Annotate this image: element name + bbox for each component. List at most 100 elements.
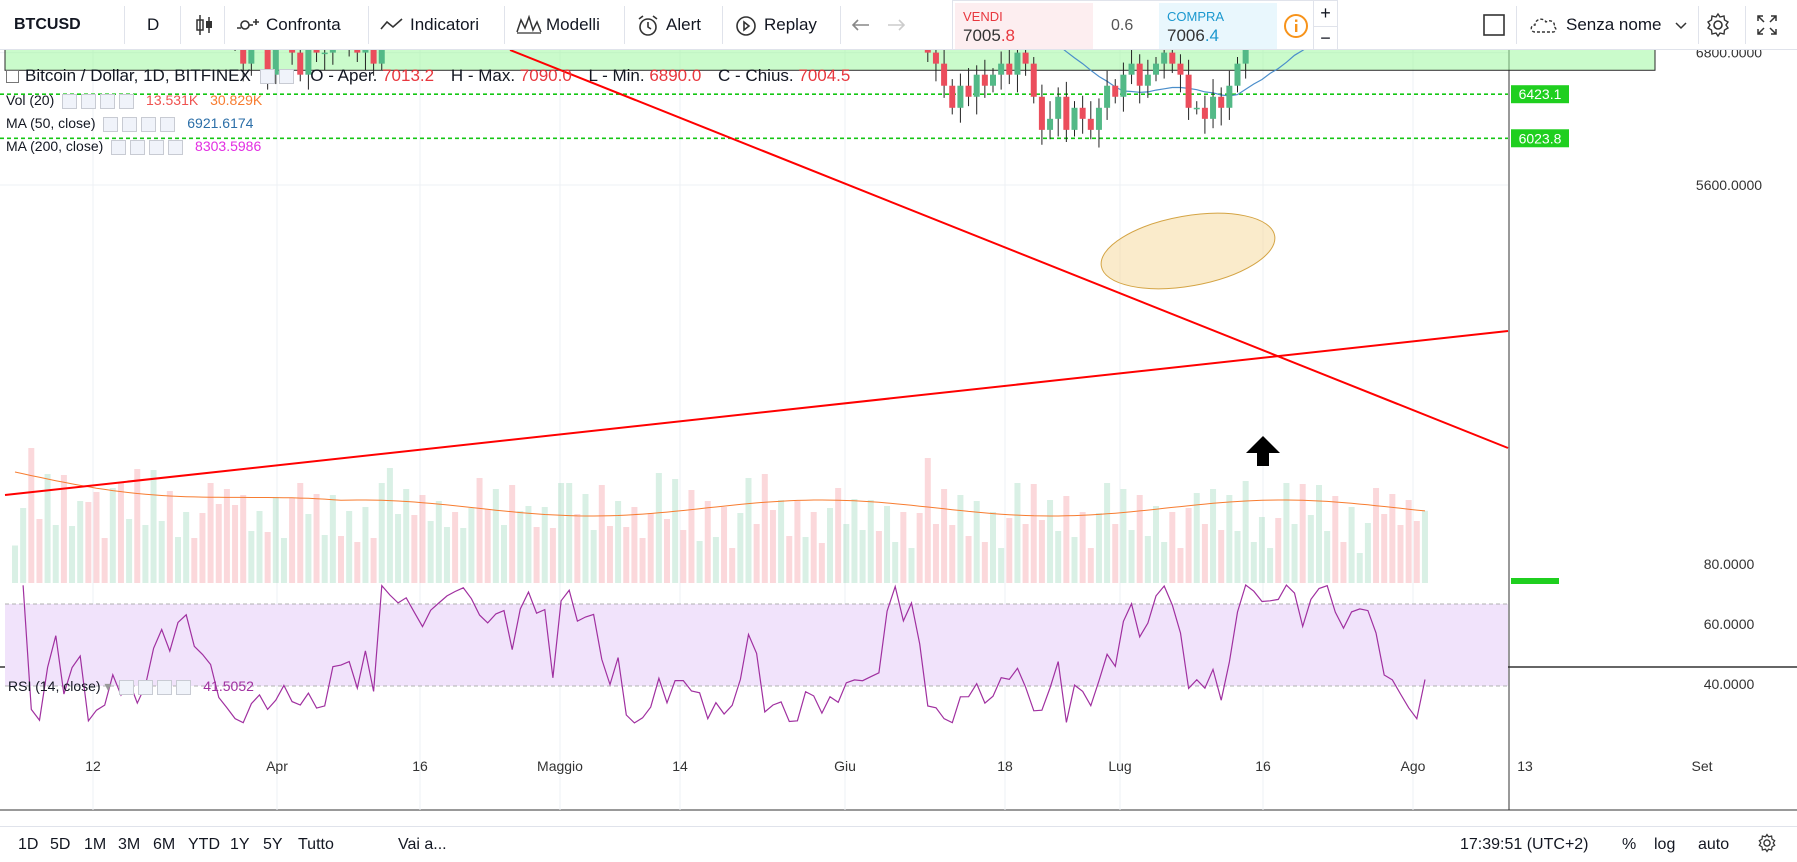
eye-icon[interactable] <box>111 139 127 155</box>
vol-value: 13.531K <box>146 92 199 108</box>
volume-bar <box>1250 542 1257 583</box>
volume-bar <box>354 542 361 583</box>
candle <box>248 50 255 64</box>
compare-button[interactable]: Confronta <box>236 0 341 50</box>
compare-icon <box>236 14 259 36</box>
candle <box>990 74 996 86</box>
chevron-down-icon <box>1675 20 1687 30</box>
range-button-tutto[interactable]: Tutto <box>298 836 334 853</box>
log-scale-toggle[interactable]: log <box>1654 836 1676 853</box>
range-button-5y[interactable]: 5Y <box>263 836 283 853</box>
rsi-tick-label: 80.0000 <box>1704 556 1755 572</box>
replay-button[interactable]: Replay <box>734 0 817 50</box>
alert-button[interactable]: Alert <box>636 0 701 50</box>
add-icon[interactable] <box>100 93 116 109</box>
volume-bar <box>949 525 956 583</box>
volume-bar <box>786 536 793 583</box>
close-icon[interactable] <box>168 139 184 155</box>
ma200-label: MA (200, close) <box>6 138 104 154</box>
volume-bar <box>1079 512 1086 583</box>
square-icon <box>1482 13 1506 37</box>
volume-bar <box>802 537 809 583</box>
info-icon <box>1284 14 1308 38</box>
range-button-1y[interactable]: 1Y <box>230 836 250 853</box>
sell-button[interactable]: VENDI 7005.8 <box>955 3 1093 49</box>
layout-menu[interactable]: Senza nome <box>1528 0 1687 50</box>
qty-increase-button[interactable]: + <box>1313 1 1337 26</box>
info-button[interactable] <box>1283 13 1309 44</box>
settings-mini-icon[interactable] <box>138 679 154 695</box>
time-tick-label: Ago <box>1401 758 1426 774</box>
undo-button[interactable] <box>850 0 872 50</box>
range-button-5d[interactable]: 5D <box>50 836 71 853</box>
range-button-1m[interactable]: 1M <box>84 836 107 853</box>
volume-bar <box>476 478 483 583</box>
volume-bar <box>20 508 27 583</box>
goto-date-button[interactable]: Vai a... <box>398 836 447 853</box>
close-icon[interactable] <box>176 679 192 695</box>
redo-button[interactable] <box>885 0 907 50</box>
range-button-ytd[interactable]: YTD <box>188 836 220 853</box>
settings-mini-icon[interactable] <box>130 139 146 155</box>
chart-type-button[interactable] <box>194 0 214 50</box>
close-icon[interactable] <box>119 93 135 109</box>
add-icon[interactable] <box>157 679 173 695</box>
volume-bar <box>452 512 459 583</box>
fullscreen-toggle[interactable] <box>1482 0 1506 50</box>
volume-bar <box>1397 525 1404 583</box>
volume-legend-row: Vol (20) 13.531K 30.829K <box>6 92 262 109</box>
eye-icon[interactable] <box>119 679 135 695</box>
volume-bar <box>998 548 1005 583</box>
volume-bar <box>712 537 719 583</box>
volume-bar <box>1413 521 1420 583</box>
symbol-search[interactable]: BTCUSD <box>14 0 81 50</box>
candle <box>1242 50 1249 64</box>
buy-sell-panel: VENDI 7005.8 0.6 COMPRA 7006.4 + − <box>952 0 1338 50</box>
eye-icon[interactable] <box>103 116 119 132</box>
settings-mini-icon[interactable] <box>278 69 294 85</box>
highlight-ellipse <box>1100 212 1276 290</box>
gear-icon <box>1757 832 1777 858</box>
maximize-button[interactable] <box>1756 0 1778 50</box>
buy-button[interactable]: COMPRA 7006.4 <box>1159 3 1277 49</box>
percent-scale-toggle[interactable]: % <box>1622 836 1637 853</box>
collapse-icon[interactable] <box>6 70 19 84</box>
volume-bar <box>875 531 882 583</box>
rsi-legend-row: RSI (14, close) ▾ 41.5052 <box>8 678 254 695</box>
volume-bar <box>973 501 980 583</box>
axis-settings-button[interactable] <box>1757 827 1777 862</box>
auto-scale-toggle[interactable]: auto <box>1698 836 1730 853</box>
time-tick-label: 16 <box>1255 758 1271 774</box>
price-label: 6023.8 <box>1519 130 1562 146</box>
close-icon[interactable] <box>160 116 176 132</box>
volume-bar <box>1169 512 1176 583</box>
add-icon[interactable] <box>149 139 165 155</box>
volume-bar <box>1177 548 1184 583</box>
time-tick-label: Set <box>1691 758 1712 774</box>
settings-mini-icon[interactable] <box>122 116 138 132</box>
templates-button[interactable]: Modelli <box>516 0 600 50</box>
volume-bar <box>134 469 141 583</box>
add-icon[interactable] <box>141 116 157 132</box>
volume-bar <box>150 470 157 583</box>
qty-decrease-button[interactable]: − <box>1313 26 1337 50</box>
range-button-6m[interactable]: 6M <box>153 836 176 853</box>
settings-button[interactable] <box>1705 0 1731 50</box>
price-chart[interactable]: 9600.00009200.00008800.00008000.00007600… <box>0 50 1797 826</box>
interval-selector[interactable]: D <box>147 0 159 50</box>
eye-icon[interactable] <box>62 93 78 109</box>
candle <box>1104 85 1111 108</box>
range-button-3m[interactable]: 3M <box>118 836 141 853</box>
range-button-1d[interactable]: 1D <box>18 836 39 853</box>
volume-bar <box>924 458 931 583</box>
volume-bar <box>549 528 556 583</box>
replay-label: Replay <box>764 15 817 34</box>
volume-bar <box>1185 508 1192 583</box>
volume-bar <box>672 479 679 583</box>
settings-mini-icon[interactable] <box>81 93 97 109</box>
candles-icon <box>194 13 214 37</box>
indicators-button[interactable]: Indicatori <box>380 0 479 50</box>
volume-bar <box>941 489 948 583</box>
volume-bar <box>240 495 247 583</box>
eye-icon[interactable] <box>259 69 275 85</box>
